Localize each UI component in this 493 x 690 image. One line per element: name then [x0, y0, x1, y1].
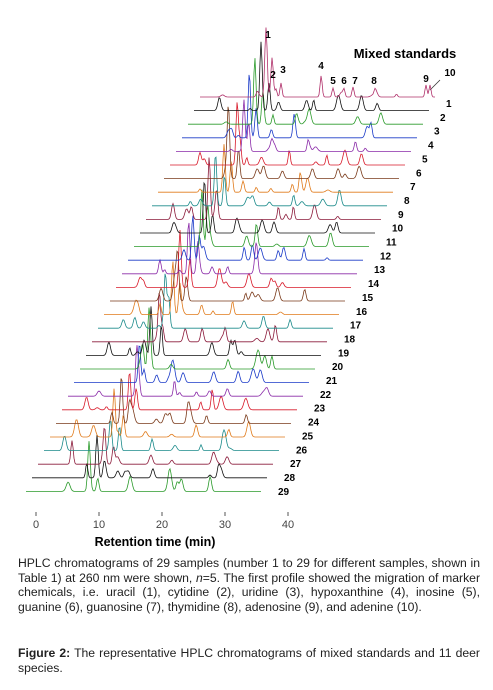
trace — [140, 181, 375, 234]
peak-label: 8 — [371, 76, 377, 87]
trace — [44, 421, 279, 451]
trace-label: 10 — [392, 224, 404, 235]
trace-label: 3 — [434, 127, 440, 138]
trace-label: 24 — [308, 418, 320, 429]
peak-label: 9 — [423, 74, 429, 85]
trace — [38, 427, 273, 465]
trace-label: 9 — [398, 210, 404, 221]
x-tick-label: 0 — [33, 519, 39, 531]
trace — [170, 102, 405, 166]
trace — [182, 74, 417, 139]
figure-text: The representative HPLC chromatograms of… — [18, 646, 480, 675]
trace-label: 4 — [428, 141, 434, 152]
x-tick-label: 30 — [219, 519, 231, 531]
trace — [86, 306, 321, 356]
trace — [176, 99, 411, 152]
x-axis-label: Retention time (min) — [95, 535, 216, 549]
trace — [188, 58, 423, 125]
trace-label: 6 — [416, 168, 422, 179]
trace — [62, 373, 297, 411]
trace — [104, 261, 339, 315]
peak-label: 5 — [330, 76, 336, 87]
trace — [92, 293, 327, 343]
x-tick-label: 10 — [93, 519, 105, 531]
trace-label: 25 — [302, 431, 314, 442]
trace-label: 27 — [290, 459, 302, 470]
trace-label: 7 — [410, 182, 416, 193]
trace — [98, 273, 333, 329]
trace-label: 8 — [404, 196, 410, 207]
trace-label: 1 — [446, 99, 452, 110]
trace — [158, 144, 393, 193]
trace — [32, 434, 267, 479]
trace-label: 14 — [368, 279, 380, 290]
legend-title: Mixed standards — [354, 46, 457, 61]
trace-label: 23 — [314, 404, 326, 415]
x-tick-label: 40 — [282, 519, 294, 531]
trace-label: 29 — [278, 487, 290, 498]
chromatogram-figure: Mixed standards Retention time (min) 0 10… — [26, 27, 457, 549]
caption-body: HPLC chromatograms of 29 samples (number… — [18, 556, 480, 614]
trace — [146, 157, 381, 220]
peak-label: 10 — [444, 68, 456, 79]
trace-label: 15 — [362, 293, 374, 304]
trace — [134, 189, 369, 247]
trace — [68, 345, 303, 397]
trace-label: 17 — [350, 321, 362, 332]
trace — [80, 307, 315, 370]
x-tick-label: 20 — [156, 519, 168, 531]
trace — [110, 250, 345, 302]
caption-italic: n — [195, 570, 203, 585]
trace-label: 12 — [380, 251, 392, 262]
trace — [194, 41, 429, 111]
trace — [200, 27, 435, 98]
trace — [56, 378, 291, 424]
trace — [122, 222, 357, 275]
trace — [152, 156, 387, 207]
trace-label: 26 — [296, 445, 308, 456]
peak-label: 7 — [352, 76, 358, 87]
trace-label: 21 — [326, 376, 338, 387]
trace — [26, 441, 261, 492]
trace — [116, 229, 351, 288]
trace-label: 5 — [422, 154, 428, 165]
peak-label: 6 — [341, 76, 347, 87]
caption-text: =5. The first profile showed the migrati… — [18, 570, 481, 614]
peak-label: 2 — [270, 70, 276, 81]
trace-label: 28 — [284, 473, 296, 484]
trace — [164, 106, 399, 180]
trace-label: 22 — [320, 390, 332, 401]
trace-label: 18 — [344, 334, 356, 345]
figure-caption: Figure 2: The representative HPLC chroma… — [18, 646, 480, 675]
trace-label: 2 — [440, 113, 446, 124]
arrow — [429, 79, 441, 91]
trace — [50, 388, 285, 438]
trace-label: 11 — [386, 238, 397, 249]
peak-label: 1 — [265, 30, 271, 41]
peak-label: 3 — [280, 65, 286, 76]
trace-label: 13 — [374, 265, 386, 276]
trace-label: 16 — [356, 307, 368, 318]
figure-label: Figure 2: — [18, 646, 71, 660]
caption-text: HPLC chromatograms of 29 samples (number… — [18, 556, 480, 585]
trace-label: 20 — [332, 362, 344, 373]
trace — [128, 215, 363, 261]
trace-label: 19 — [338, 348, 350, 359]
trace — [74, 345, 309, 383]
peak-label: 4 — [318, 61, 324, 72]
